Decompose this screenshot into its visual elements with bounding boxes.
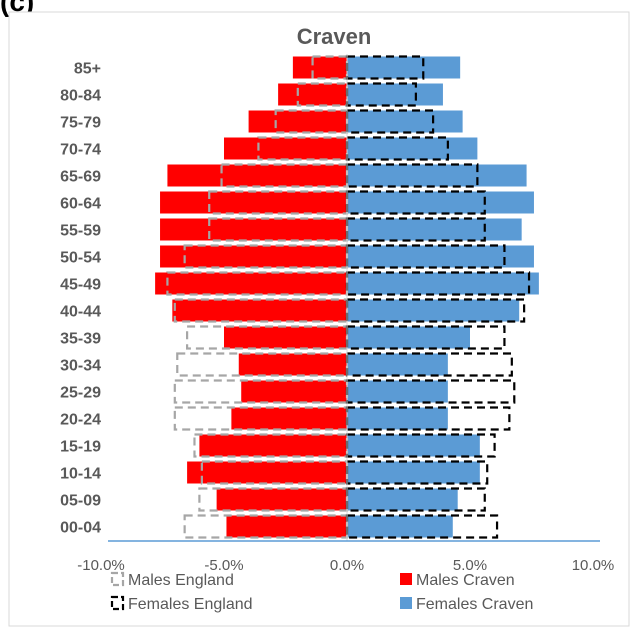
y-tick-label: 05-09 (60, 493, 101, 510)
bar-females-craven (347, 434, 480, 457)
bar-females-craven (347, 218, 522, 241)
bar-females-craven (347, 461, 480, 484)
y-tick-label: 40-44 (60, 304, 101, 321)
y-tick-label: 35-39 (60, 331, 101, 348)
x-tick-label: 10.0% (572, 557, 615, 574)
bar-females-craven (347, 164, 527, 187)
bar-males-craven (160, 191, 347, 214)
y-tick-label: 70-74 (60, 142, 101, 159)
bar-males-craven (167, 164, 347, 187)
bar-females-craven (347, 110, 463, 133)
bar-males-craven (216, 488, 347, 511)
bar-females-england (345, 109, 435, 134)
y-tick-label: 25-29 (60, 385, 101, 402)
y-axis-labels: 85+ 80-84 75-79 70-74 65-69 60-64 55-59 50-54 45… (60, 61, 101, 537)
bar-females-craven (347, 326, 470, 349)
bar-females-craven (347, 515, 453, 538)
bar-females-craven (347, 137, 478, 160)
bar-females-england (345, 487, 486, 512)
bar-females-england (345, 190, 486, 215)
legend-label: Females Craven (416, 596, 533, 613)
bar-males-craven (160, 245, 347, 268)
y-tick-label: 15-19 (60, 439, 101, 456)
legend-label: Females England (128, 596, 253, 613)
legend-label: Males Craven (416, 572, 515, 589)
bar-females-craven (347, 272, 539, 295)
bar-females-england (345, 217, 486, 242)
y-tick-label: 60-64 (60, 196, 101, 213)
bar-females-craven (347, 488, 458, 511)
bar-males-craven (187, 461, 347, 484)
bar-females-england (345, 325, 506, 350)
y-tick-label: 20-24 (60, 412, 101, 429)
y-tick-label: 80-84 (60, 88, 101, 105)
y-tick-label: 00-04 (60, 520, 101, 537)
bar-males-craven (231, 407, 347, 430)
bar-males-craven (155, 272, 347, 295)
bar-females-craven (347, 353, 448, 376)
y-tick-label: 50-54 (60, 250, 101, 267)
bar-females-england (345, 352, 513, 377)
y-tick-label: 85+ (74, 61, 101, 78)
bar-males-craven (238, 353, 347, 376)
bar-males-craven (172, 299, 347, 322)
bar-males-craven (241, 380, 347, 403)
bar-females-craven (347, 191, 534, 214)
legend-swatch (400, 597, 412, 609)
x-tick-label: -10.0% (77, 557, 125, 574)
bar-males-craven (224, 137, 347, 160)
bar-males-craven (292, 56, 347, 79)
legend-swatch (400, 573, 412, 585)
bar-females-england (345, 298, 526, 323)
chart-title: Craven (297, 24, 372, 49)
bar-males-craven (160, 218, 347, 241)
legend-label: Males England (128, 572, 234, 589)
bar-females-craven (347, 245, 534, 268)
bar-females-craven (347, 407, 448, 430)
y-tick-label: 30-34 (60, 358, 101, 375)
y-tick-label: 55-59 (60, 223, 101, 240)
bar-males-craven (278, 83, 347, 106)
x-tick-label: -5.0% (204, 557, 243, 574)
bar-females-craven (347, 56, 461, 79)
y-tick-label: 45-49 (60, 277, 101, 294)
bar-males-england (257, 136, 349, 161)
y-tick-label: 10-14 (60, 466, 101, 483)
y-tick-label: 65-69 (60, 169, 101, 186)
x-axis-labels: -10.0% -5.0% 0.0% 5.0% 10.0% (77, 557, 614, 574)
bar-females-craven (347, 299, 520, 322)
filled-bars-group (155, 56, 539, 538)
bar-males-england (296, 82, 349, 107)
y-tick-label: 75-79 (60, 115, 101, 132)
bar-females-craven (347, 83, 443, 106)
bar-males-england (166, 271, 349, 296)
bar-males-craven (226, 515, 347, 538)
x-tick-label: 0.0% (330, 557, 364, 574)
bar-males-craven (199, 434, 347, 457)
bar-males-craven (248, 110, 347, 133)
legend-swatch (110, 571, 125, 587)
bar-females-england (345, 244, 506, 269)
bar-males-craven (224, 326, 347, 349)
x-tick-label: 5.0% (453, 557, 487, 574)
legend-swatch (110, 595, 125, 611)
bar-females-craven (347, 380, 448, 403)
bar-males-england (176, 352, 349, 377)
legend: Males England Males Craven Females England… (110, 571, 533, 613)
bar-females-england (345, 514, 499, 539)
